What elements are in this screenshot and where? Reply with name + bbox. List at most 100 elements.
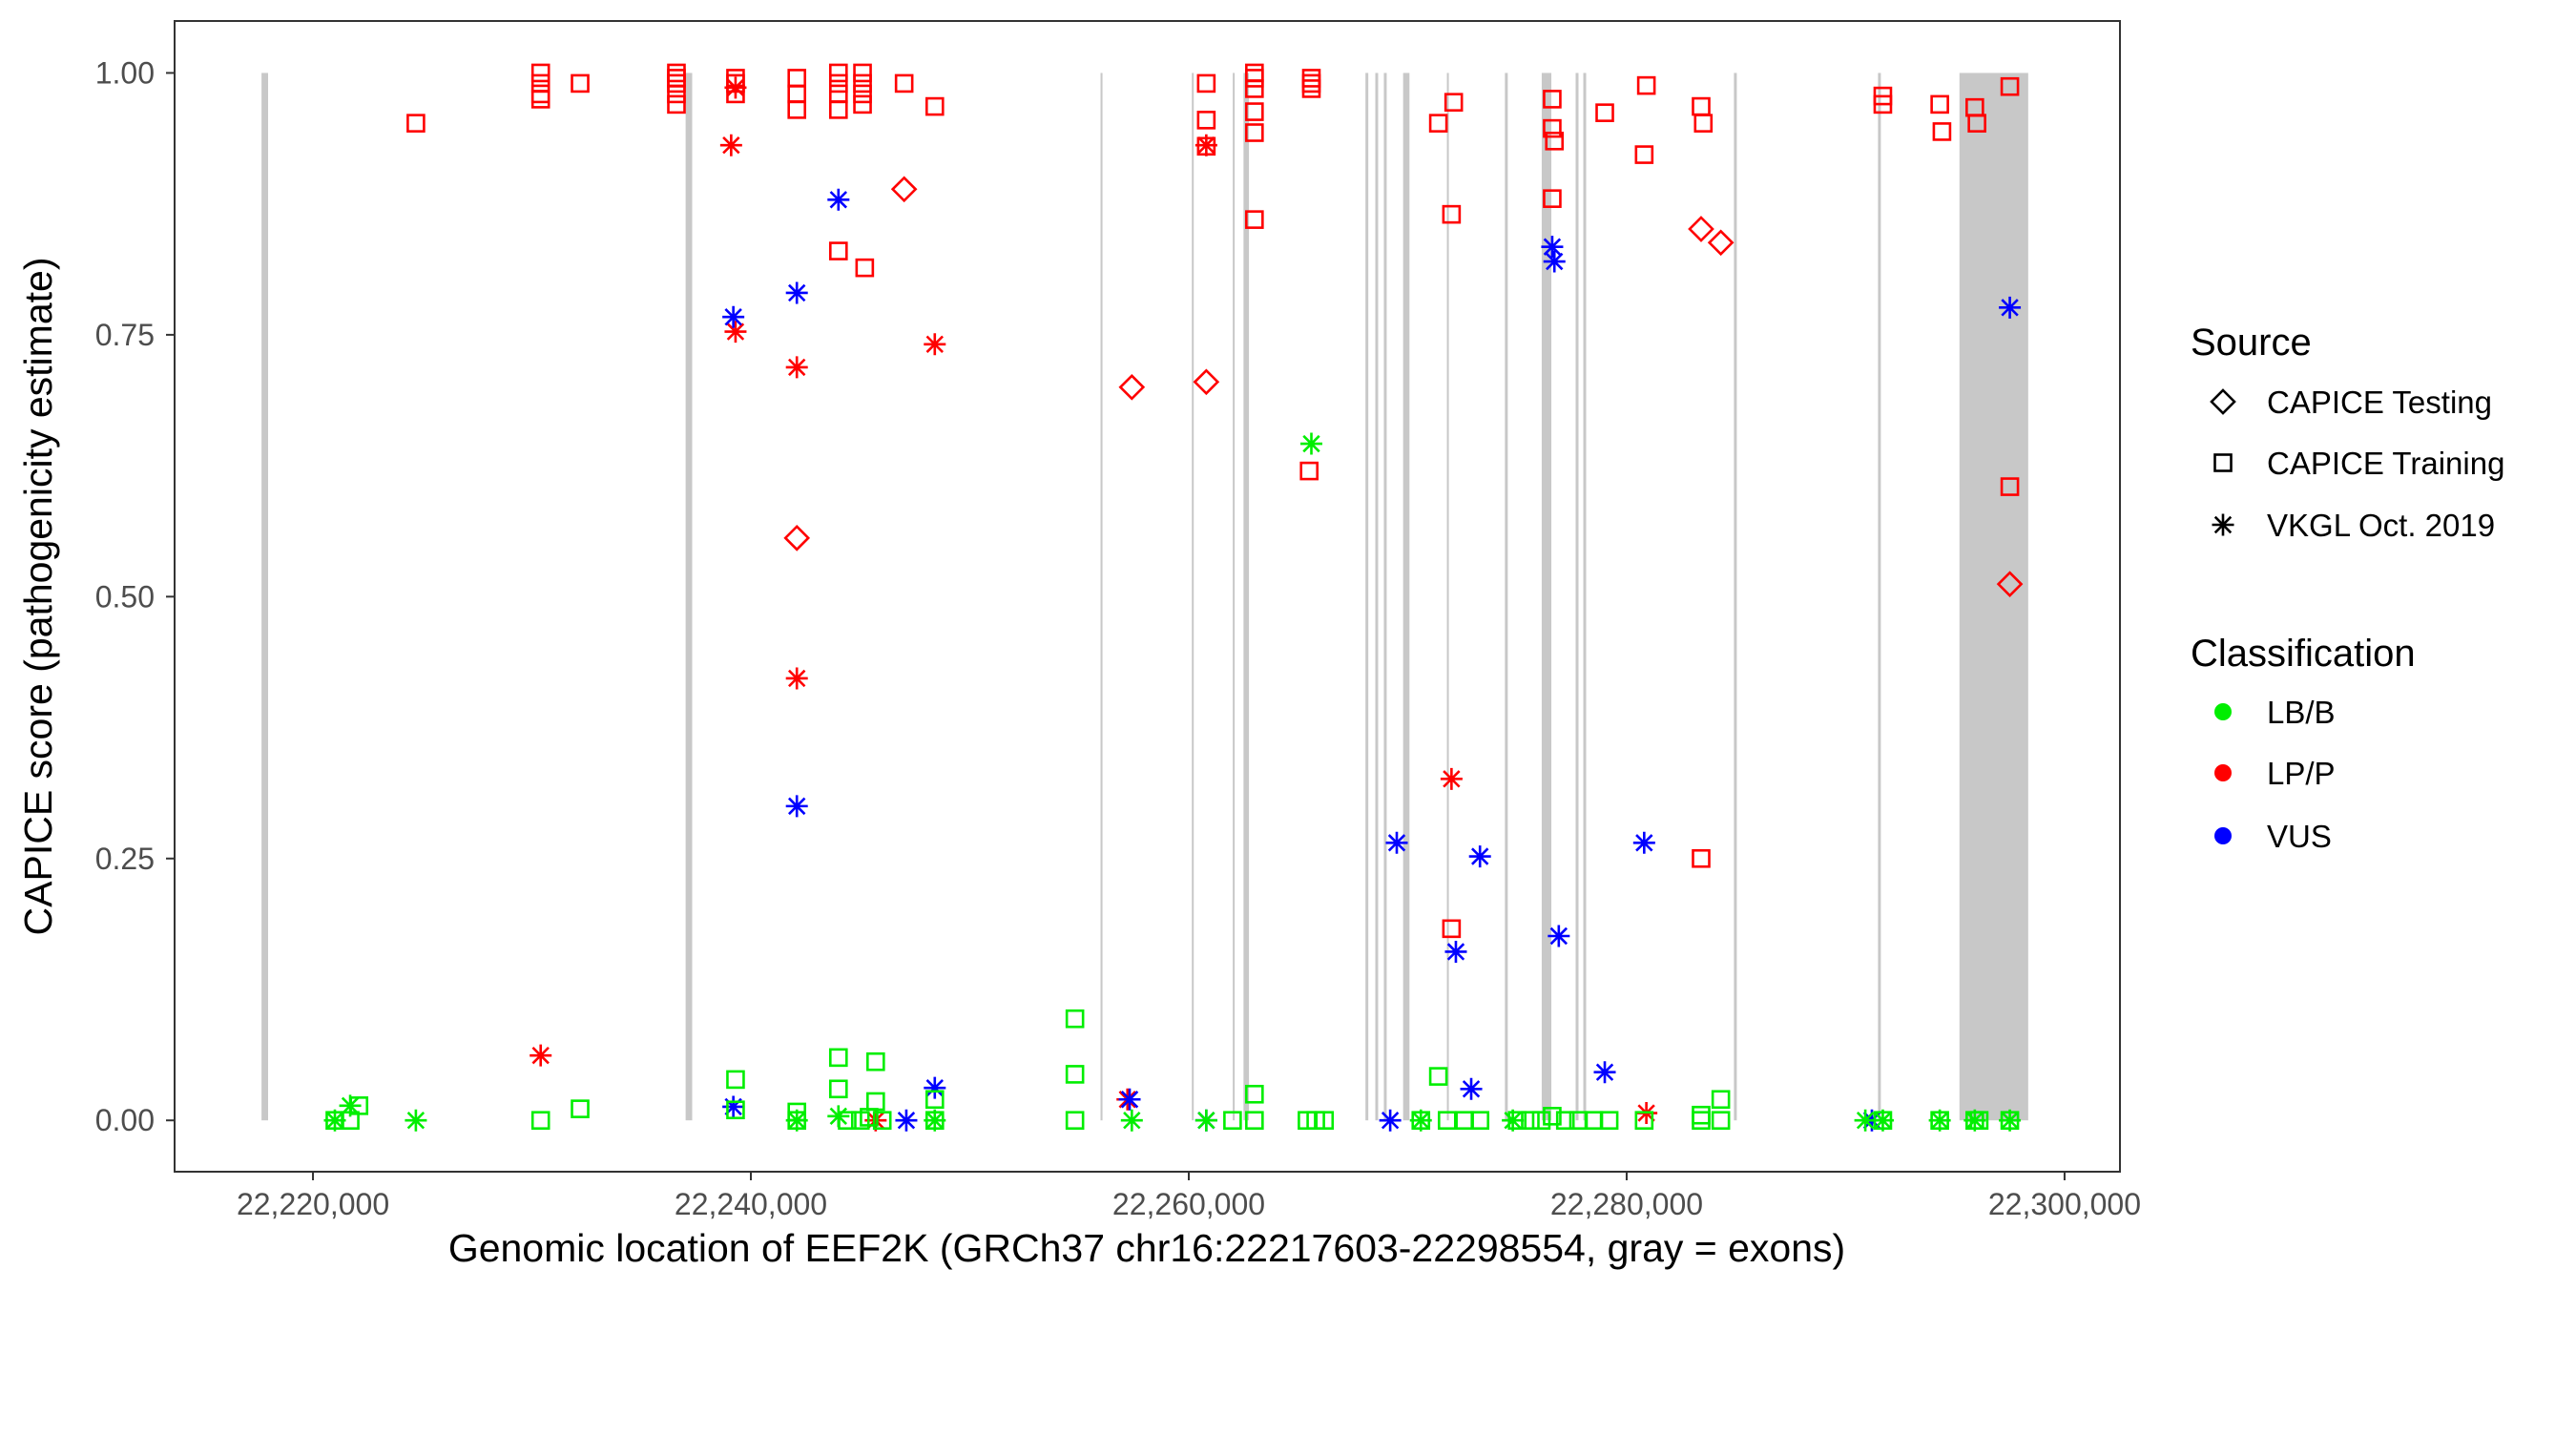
data-point: [1932, 122, 1952, 141]
data-point: [1118, 373, 1146, 401]
data-point: [667, 94, 686, 114]
exon-band: [1192, 73, 1195, 1121]
legend-star-icon: [2212, 513, 2234, 536]
y-axis-title: CAPICE score (pathogenicity estimate): [16, 258, 60, 936]
exon-band: [1100, 73, 1103, 1121]
legend-source-label: VKGL Oct. 2019: [2267, 508, 2495, 543]
data-point: [1502, 1109, 1525, 1132]
data-point: [406, 114, 426, 133]
data-point: [787, 84, 807, 104]
data-point: [2000, 477, 2020, 496]
data-point: [924, 96, 945, 116]
data-point: [1930, 94, 1949, 114]
data-point: [1593, 1061, 1616, 1084]
data-points: [323, 63, 2024, 1132]
x-tick-label: 22,280,000: [1550, 1187, 1703, 1221]
data-point: [785, 356, 808, 379]
data-point: [1999, 1109, 2022, 1132]
data-point: [1531, 1111, 1551, 1131]
data-point: [783, 525, 811, 552]
data-point: [785, 281, 808, 304]
data-point: [530, 63, 551, 83]
data-point: [1245, 69, 1264, 88]
data-point: [1195, 134, 1217, 156]
exon-band: [1505, 73, 1508, 1121]
exon-band: [1243, 73, 1250, 1121]
legend-source-title: Source: [2191, 322, 2312, 364]
data-point: [2000, 76, 2020, 96]
legend-class-title: Classification: [2191, 633, 2416, 675]
data-point: [872, 1111, 892, 1131]
data-point: [1301, 79, 1321, 98]
x-axis-title: Genomic location of EEF2K (GRCh37 chr16:…: [448, 1226, 1845, 1270]
data-point: [1379, 1109, 1402, 1132]
data-point: [829, 1079, 848, 1099]
data-point: [853, 63, 872, 83]
data-point: [1692, 848, 1711, 868]
exon-band: [261, 73, 268, 1121]
series-lp-p: [406, 63, 2020, 939]
data-point: [1543, 189, 1562, 208]
data-point: [571, 1099, 590, 1118]
data-point: [726, 1070, 745, 1090]
plot-panel-border: [174, 20, 2121, 1173]
data-point: [1543, 1107, 1562, 1126]
data-point: [855, 258, 875, 278]
data-point: [722, 305, 745, 328]
data-point: [829, 63, 848, 83]
data-point: [853, 94, 872, 114]
data-point: [1195, 1109, 1217, 1132]
data-point: [726, 1100, 745, 1120]
data-point: [1428, 1067, 1448, 1086]
data-point: [1543, 90, 1562, 109]
data-point: [1065, 1111, 1085, 1131]
legend-dot-icon: [2214, 703, 2232, 720]
legend-class-label: VUS: [2267, 819, 2332, 854]
legend-dot-icon: [2214, 827, 2232, 844]
exon-band: [1734, 73, 1737, 1121]
data-point: [1442, 919, 1462, 939]
y-tick-label: 0.50: [95, 579, 155, 614]
data-point: [1636, 75, 1656, 95]
data-point: [1871, 1109, 1894, 1132]
data-point: [405, 1109, 427, 1132]
data-point: [571, 73, 590, 94]
data-point: [1460, 1077, 1483, 1100]
legend-square-icon: [2213, 453, 2233, 472]
data-point: [860, 1108, 879, 1127]
data-point: [924, 333, 946, 356]
data-point: [1928, 1109, 1951, 1132]
data-point: [864, 1109, 887, 1132]
x-tick-label: 22,260,000: [1112, 1187, 1265, 1221]
data-point: [1996, 571, 2024, 597]
data-point: [1692, 1111, 1711, 1131]
data-point: [829, 1048, 848, 1068]
data-point: [1300, 432, 1322, 455]
data-point: [1595, 103, 1614, 122]
data-point: [829, 100, 848, 119]
exon-band: [1959, 73, 2028, 1121]
data-point: [829, 84, 848, 104]
data-point: [1711, 1090, 1731, 1110]
data-point: [1707, 229, 1735, 257]
data-point: [1442, 204, 1462, 224]
data-point: [1440, 767, 1463, 790]
data-point: [1692, 1105, 1711, 1125]
series-lp-p: [530, 76, 1658, 1132]
data-point: [724, 321, 747, 343]
data-point: [530, 73, 551, 94]
data-point: [667, 69, 686, 88]
data-point: [530, 84, 551, 104]
series-lb-b: [325, 1009, 2020, 1131]
data-point: [667, 63, 686, 83]
data-point: [1873, 94, 1893, 114]
data-point: [530, 1111, 551, 1131]
data-point: [1634, 145, 1654, 164]
data-point: [1245, 123, 1264, 142]
data-point: [1299, 461, 1319, 481]
data-point: [1999, 296, 2022, 319]
series-lb-b: [323, 432, 2022, 1132]
data-point: [1854, 1109, 1877, 1132]
data-point: [1120, 1109, 1143, 1132]
exon-band: [685, 73, 693, 1121]
